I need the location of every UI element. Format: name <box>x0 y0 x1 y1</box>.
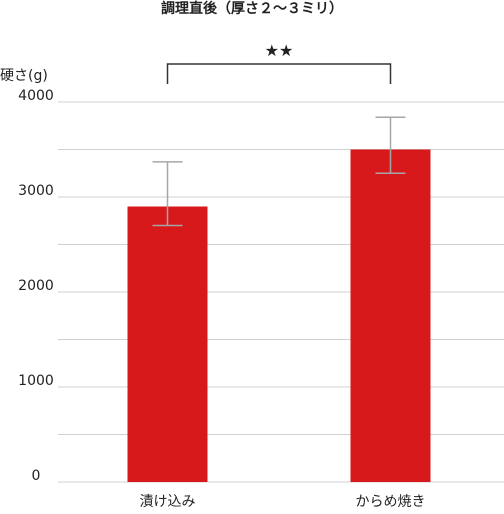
x-tick-label: 漬け込み <box>140 494 196 510</box>
y-tick-label: 2000 <box>18 278 54 294</box>
bar-1 <box>127 206 208 482</box>
significance-label: ★★ <box>265 41 294 60</box>
gridlines <box>58 101 504 483</box>
x-tick-labels: 漬け込み からめ焼き <box>140 494 426 510</box>
y-tick-label: 3000 <box>18 183 54 199</box>
error-bars <box>152 116 406 227</box>
significance-bracket-line <box>166 63 392 84</box>
chart-title: 調理直後（厚さ２～３ミリ） <box>161 0 343 17</box>
y-tick-label: 4000 <box>18 88 54 104</box>
x-tick-label: からめ焼き <box>356 494 426 510</box>
y-tick-label: 0 <box>32 468 41 484</box>
y-tick-label: 1000 <box>18 373 54 389</box>
bars <box>127 149 431 482</box>
significance-bracket: ★★ <box>166 41 392 84</box>
y-tick-labels: 0 1000 2000 3000 4000 <box>18 88 54 484</box>
y-axis-label: 硬さ(g) <box>0 68 48 84</box>
bar-2 <box>350 149 431 482</box>
